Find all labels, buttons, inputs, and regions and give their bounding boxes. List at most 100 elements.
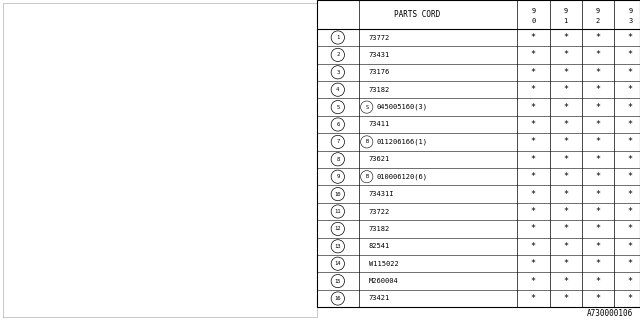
Text: *: * [563,259,568,268]
Text: 1: 1 [336,35,339,40]
Text: *: * [595,207,600,216]
Text: *: * [531,137,536,146]
Text: 2: 2 [336,52,339,57]
Text: 9: 9 [531,8,536,13]
Text: *: * [628,33,633,42]
Text: 73411: 73411 [369,122,390,127]
Text: *: * [595,50,600,60]
Text: *: * [531,189,536,199]
Text: *: * [628,189,633,199]
Text: *: * [595,155,600,164]
Text: *: * [628,207,633,216]
Text: 9: 9 [336,174,339,179]
Text: *: * [595,103,600,112]
Text: *: * [531,50,536,60]
Text: *: * [595,137,600,146]
Text: *: * [531,276,536,285]
Text: *: * [563,294,568,303]
Text: *: * [595,259,600,268]
Text: *: * [628,137,633,146]
Text: *: * [595,33,600,42]
Text: *: * [531,155,536,164]
Text: *: * [595,189,600,199]
Text: 15: 15 [335,279,341,284]
Text: *: * [595,224,600,233]
Text: 12: 12 [335,227,341,231]
Text: *: * [628,172,633,181]
Text: *: * [628,85,633,94]
Text: *: * [595,294,600,303]
Text: *: * [531,85,536,94]
Text: W115022: W115022 [369,261,398,267]
Text: *: * [563,103,568,112]
Text: 9: 9 [564,8,568,13]
Text: 73431: 73431 [369,52,390,58]
Text: *: * [563,137,568,146]
Text: B: B [365,174,368,179]
Text: 73621: 73621 [369,156,390,162]
Text: 73722: 73722 [369,209,390,214]
Text: *: * [628,276,633,285]
Text: *: * [563,68,568,77]
Text: 13: 13 [335,244,341,249]
Text: *: * [563,50,568,60]
Text: 5: 5 [336,105,339,109]
Text: *: * [563,224,568,233]
Text: *: * [628,224,633,233]
Text: S: S [365,105,368,109]
Text: 10: 10 [335,192,341,196]
Text: 73182: 73182 [369,87,390,93]
Text: 11: 11 [335,209,341,214]
Text: 82541: 82541 [369,243,390,249]
Text: M260004: M260004 [369,278,398,284]
Text: *: * [563,276,568,285]
Text: *: * [563,189,568,199]
Text: *: * [628,103,633,112]
Text: 16: 16 [335,296,341,301]
Text: *: * [531,259,536,268]
Text: *: * [595,85,600,94]
Text: 73176: 73176 [369,69,390,75]
Text: *: * [531,120,536,129]
Text: 9: 9 [628,8,632,13]
Text: *: * [531,68,536,77]
Text: *: * [563,242,568,251]
Text: *: * [628,294,633,303]
Text: *: * [595,68,600,77]
Text: *: * [531,172,536,181]
Text: *: * [531,103,536,112]
Text: *: * [628,259,633,268]
Text: *: * [531,224,536,233]
Text: *: * [531,207,536,216]
Text: 14: 14 [335,261,341,266]
Text: *: * [563,155,568,164]
Text: 045005160(3): 045005160(3) [376,104,428,110]
Text: 73772: 73772 [369,35,390,41]
Text: *: * [595,242,600,251]
Text: *: * [563,85,568,94]
Text: A730000106: A730000106 [588,309,634,318]
Text: *: * [628,155,633,164]
Text: 4: 4 [336,87,339,92]
Text: B: B [365,140,368,144]
Text: PARTS CORD: PARTS CORD [394,10,440,19]
Text: *: * [531,294,536,303]
Text: *: * [628,242,633,251]
Text: 73182: 73182 [369,226,390,232]
Text: 3: 3 [336,70,339,75]
Text: *: * [595,172,600,181]
Text: *: * [595,276,600,285]
Text: 1: 1 [564,19,568,24]
Text: *: * [531,33,536,42]
Text: 010006120(6): 010006120(6) [376,173,428,180]
Text: 8: 8 [336,157,339,162]
Text: *: * [563,33,568,42]
Text: *: * [628,50,633,60]
Text: *: * [628,68,633,77]
Text: 7: 7 [336,140,339,144]
Text: *: * [595,120,600,129]
Text: *: * [563,207,568,216]
Text: 6: 6 [336,122,339,127]
Text: 011206166(1): 011206166(1) [376,139,428,145]
Text: 2: 2 [596,19,600,24]
